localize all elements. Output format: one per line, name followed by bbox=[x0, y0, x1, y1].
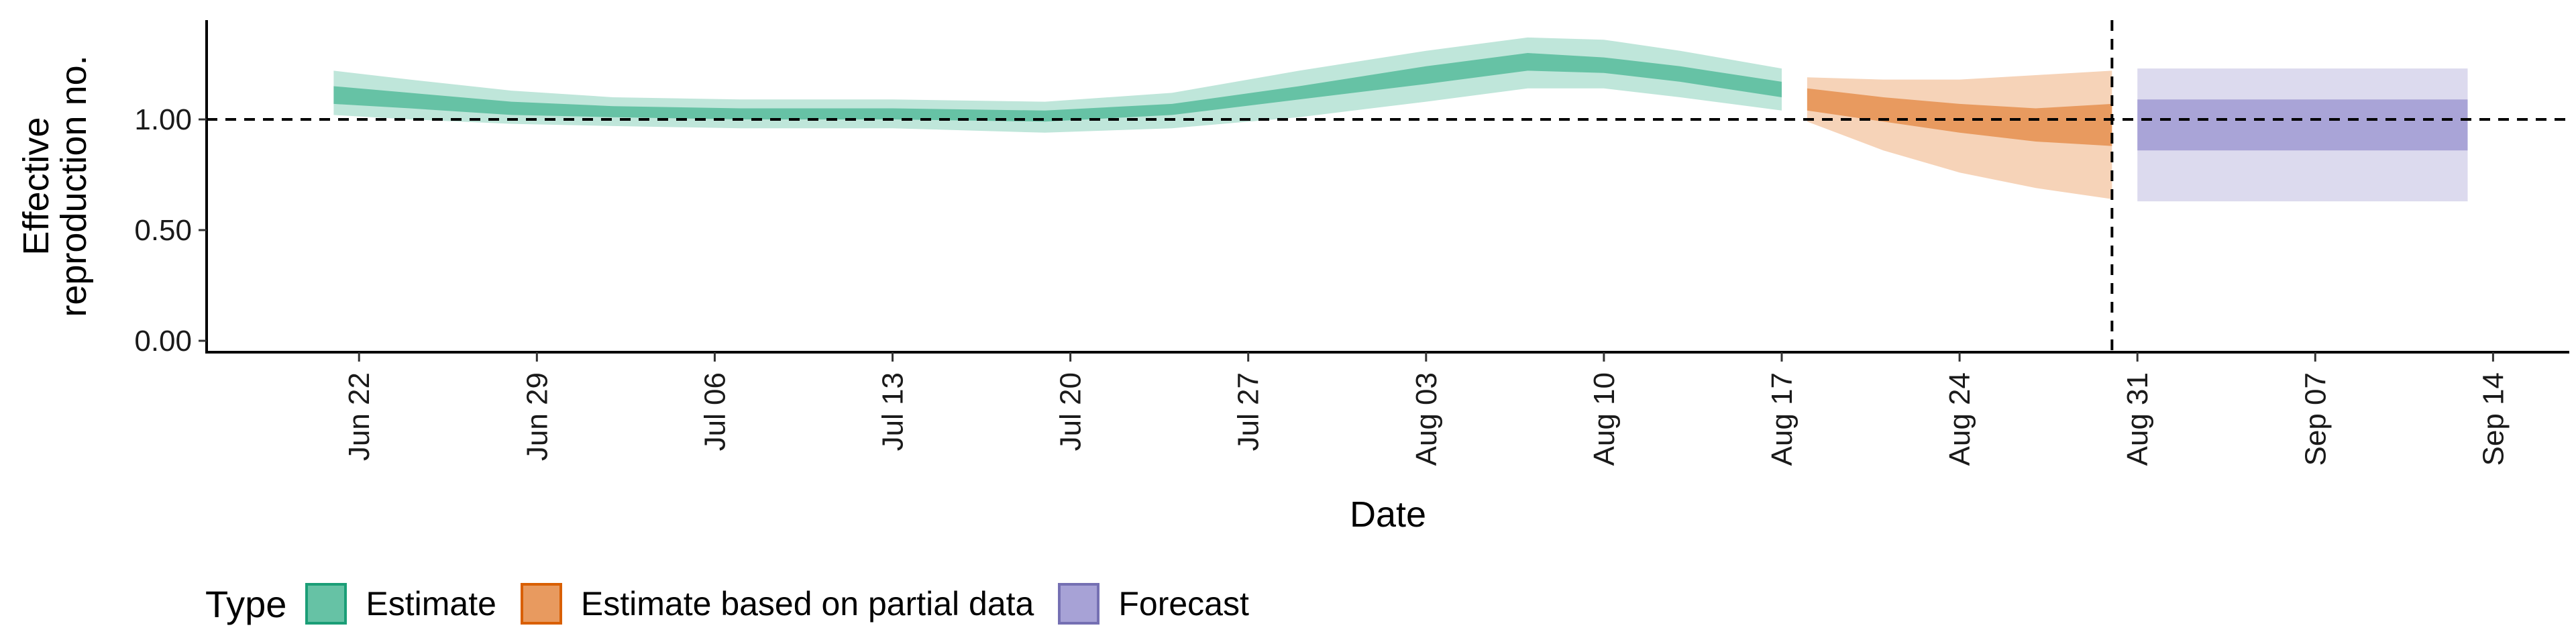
forecast-band-50 bbox=[2137, 99, 2468, 151]
legend-title: Type bbox=[205, 582, 287, 625]
x-tick-label: Jul 27 bbox=[1232, 372, 1265, 451]
axes: 0.00 0.50 1.00 Jun 22 Jun 29 Jul 06 Jul 13 Jul … bbox=[134, 20, 2569, 466]
legend-item-forecast: Forecast bbox=[1058, 583, 1249, 625]
partial-band-50 bbox=[1807, 88, 2112, 146]
x-tick-label: Aug 17 bbox=[1766, 372, 1799, 466]
y-axis-title-line1: Effective bbox=[16, 117, 56, 255]
y-axis-title-line2: reproduction no. bbox=[54, 55, 94, 317]
x-tick-label: Jul 13 bbox=[877, 372, 910, 451]
legend-swatch-forecast bbox=[1058, 583, 1100, 625]
x-tick-label: Sep 14 bbox=[2477, 372, 2510, 466]
x-tick-label: Jun 22 bbox=[343, 372, 376, 461]
x-tick-label: Sep 07 bbox=[2299, 372, 2332, 466]
legend-swatch-estimate bbox=[305, 583, 347, 625]
x-tick-label: Jul 06 bbox=[698, 372, 731, 451]
x-tick-label: Aug 24 bbox=[1943, 372, 1976, 466]
legend-label-forecast: Forecast bbox=[1118, 585, 1249, 623]
legend: Type Estimate Estimate based on partial … bbox=[205, 577, 1273, 631]
legend-item-partial: Estimate based on partial data bbox=[520, 583, 1034, 625]
x-tick-label: Jul 20 bbox=[1055, 372, 1087, 451]
x-axis-title: Date bbox=[1350, 494, 1426, 535]
legend-swatch-partial bbox=[520, 583, 562, 625]
legend-label-estimate: Estimate bbox=[366, 585, 496, 623]
x-tick-label: Aug 03 bbox=[1410, 372, 1443, 466]
legend-label-partial: Estimate based on partial data bbox=[580, 585, 1034, 623]
x-tick-label: Jun 29 bbox=[521, 372, 553, 461]
chart-bands bbox=[333, 37, 2468, 202]
y-tick-label: 0.50 bbox=[134, 214, 192, 247]
legend-item-estimate: Estimate bbox=[305, 583, 496, 625]
estimate-band-50 bbox=[333, 53, 1782, 122]
y-tick-label: 1.00 bbox=[134, 103, 192, 136]
x-tick-label: Aug 10 bbox=[1588, 372, 1621, 466]
chart: 0.00 0.50 1.00 Jun 22 Jun 29 Jul 06 Jul 13 Jul … bbox=[16, 20, 2569, 535]
y-tick-label: 0.00 bbox=[134, 325, 192, 358]
x-tick-label: Aug 31 bbox=[2121, 372, 2154, 466]
